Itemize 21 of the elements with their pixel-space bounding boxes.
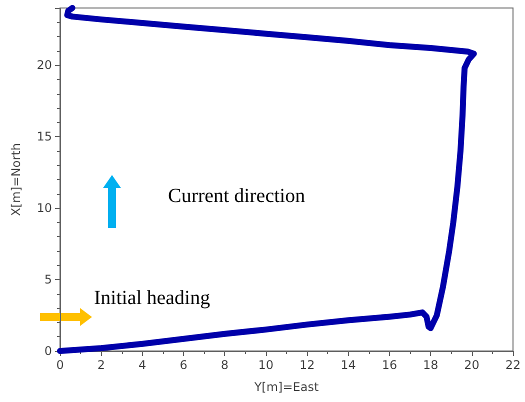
- y-tick-label: 20: [36, 58, 52, 72]
- x-tick-label: 2: [97, 358, 105, 372]
- x-tick-label: 16: [382, 358, 398, 372]
- x-tick-label: 20: [464, 358, 480, 372]
- y-axis-title: X[m]=North: [9, 143, 23, 216]
- x-tick-label: 0: [56, 358, 64, 372]
- x-tick-label: 22: [505, 358, 521, 372]
- x-tick-label: 8: [220, 358, 229, 372]
- y-tick-label: 0: [44, 344, 52, 358]
- x-axis-title: Y[m]=East: [253, 380, 319, 394]
- y-tick-label: 15: [36, 130, 52, 144]
- x-tick-label: 6: [180, 358, 188, 372]
- annotation: Initial heading: [94, 287, 210, 309]
- y-tick-label: 5: [44, 272, 52, 287]
- x-tick-label: 18: [422, 358, 438, 372]
- y-tick-label: 10: [36, 201, 52, 216]
- x-tick-label: 12: [299, 358, 315, 372]
- x-tick-label: 4: [138, 358, 146, 372]
- x-tick-label: 10: [258, 358, 274, 372]
- x-tick-label: 14: [340, 358, 356, 372]
- annotation: Current direction: [168, 185, 306, 207]
